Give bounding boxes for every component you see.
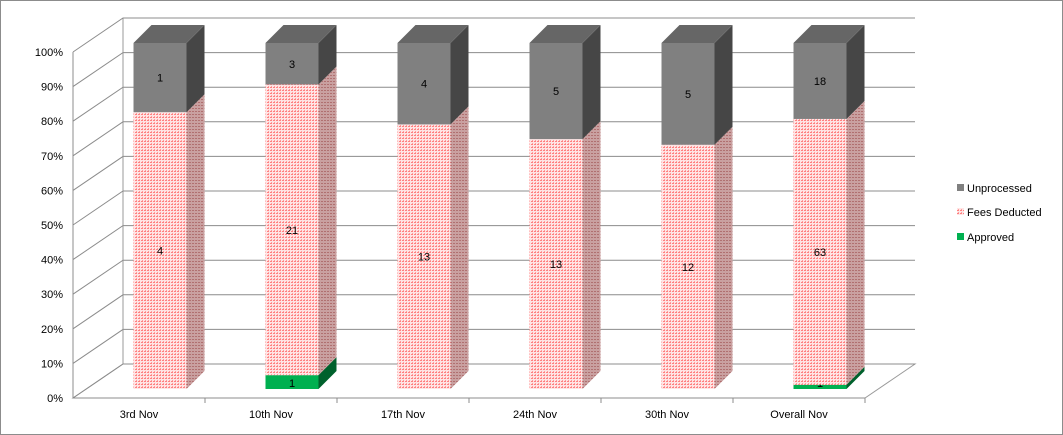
legend-swatch-approved (957, 233, 964, 240)
bar-side-fees-deducted (714, 126, 733, 389)
bar-side-unprocessed (582, 25, 601, 140)
bar-top (397, 25, 469, 43)
bar-side-fees-deducted (582, 121, 601, 389)
gridline (72, 17, 915, 53)
bar-unprocessed (397, 43, 451, 125)
gridline (72, 363, 915, 399)
gridline (72, 294, 915, 330)
data-label: 4 (421, 79, 427, 91)
bar-side-fees-deducted (318, 66, 337, 376)
bar-approved (793, 384, 847, 389)
y-tick-label: 20% (41, 324, 63, 336)
bar-unprocessed (265, 43, 319, 85)
gridline (72, 190, 915, 226)
gridline (72, 155, 915, 191)
bar-top (529, 25, 601, 43)
data-label: 5 (553, 86, 559, 98)
y-tick-label: 70% (41, 151, 63, 163)
bar-top (661, 25, 733, 43)
x-tick-label: 3rd Nov (120, 409, 159, 421)
x-tick-label: 24th Nov (513, 409, 558, 421)
bar-fees-deducted (133, 112, 187, 389)
y-tick-label: 40% (41, 255, 63, 267)
gridline (72, 86, 915, 122)
legend-label: Fees Deducted (967, 207, 1042, 219)
data-label: 13 (418, 252, 430, 264)
bar-top (265, 25, 337, 43)
x-tick-label: 10th Nov (249, 409, 294, 421)
bar-unprocessed (529, 43, 583, 140)
bar-side-unprocessed (186, 25, 205, 113)
bar-side-fees-deducted (846, 100, 865, 385)
y-tick-label: 80% (41, 116, 63, 128)
bar-side-unprocessed (714, 25, 733, 145)
gridline (72, 121, 915, 157)
bar-fees-deducted (793, 118, 847, 385)
y-tick-label: 90% (41, 82, 63, 94)
y-tick-label: 60% (41, 185, 63, 197)
data-label: 12 (682, 262, 694, 274)
gridline (72, 259, 915, 295)
gridline (72, 52, 915, 88)
legend-swatch-unprocessed (957, 184, 964, 191)
bar-unprocessed (133, 43, 187, 113)
x-tick-label: 30th Nov (645, 409, 690, 421)
bar-side-unprocessed (450, 25, 469, 125)
x-tick-label: 17th Nov (381, 409, 426, 421)
data-label: 13 (550, 259, 562, 271)
data-label: 4 (157, 246, 163, 258)
legend-swatch-fees-deducted (957, 208, 964, 215)
data-label: 1 (157, 73, 163, 85)
bar-side-unprocessed (846, 25, 865, 119)
y-tick-label: 0% (47, 393, 63, 405)
gridline (72, 328, 915, 364)
bar-unprocessed (661, 43, 715, 145)
bar-side-approved (846, 366, 865, 389)
y-tick-label: 10% (41, 358, 63, 370)
bar-side-approved (318, 357, 337, 389)
y-tick-label: 30% (41, 289, 63, 301)
bar-top (793, 25, 865, 43)
data-label: 21 (286, 225, 298, 237)
data-label: 5 (685, 89, 691, 101)
bar-side-fees-deducted (186, 94, 205, 389)
data-label: 63 (814, 247, 826, 259)
bar-unprocessed (793, 43, 847, 119)
bar-fees-deducted (265, 84, 319, 376)
bar-top (133, 25, 205, 43)
legend-label: Unprocessed (967, 183, 1032, 195)
bar-fees-deducted (661, 144, 715, 389)
y-tick-label: 100% (35, 47, 63, 59)
y-tick-label: 50% (41, 220, 63, 232)
bar-fees-deducted (529, 139, 583, 389)
data-label: 1 (289, 378, 295, 390)
gridline (72, 225, 915, 261)
bar-side-unprocessed (318, 25, 337, 85)
bar-approved (265, 375, 319, 389)
bar-side-fees-deducted (450, 106, 469, 389)
bar-fees-deducted (397, 124, 451, 389)
x-tick-label: Overall Nov (770, 409, 828, 421)
legend-label: Approved (967, 232, 1014, 244)
data-label: 3 (289, 59, 295, 71)
data-label: 18 (814, 76, 826, 88)
